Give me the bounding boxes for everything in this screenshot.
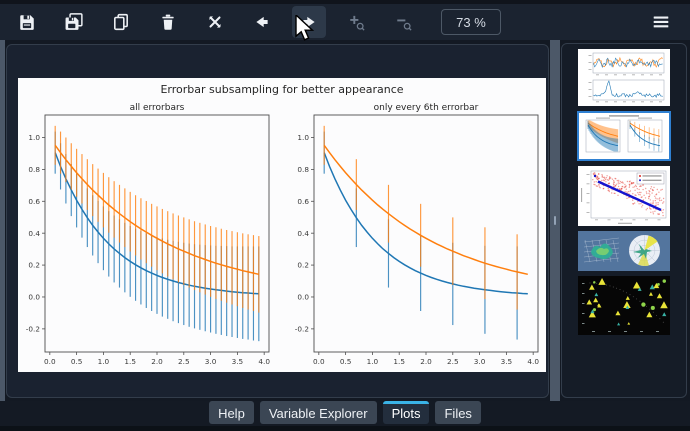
next-plot-button[interactable] xyxy=(292,6,326,38)
thumbnail-3-image xyxy=(578,166,670,226)
plots-toolbar: 73 % xyxy=(0,4,690,41)
bottom-tabbar: Help Variable Explorer Plots Files xyxy=(0,401,690,426)
copy-plot-button[interactable] xyxy=(104,6,138,38)
svg-text:1.0: 1.0 xyxy=(367,357,379,366)
svg-text:1.5: 1.5 xyxy=(393,357,405,366)
svg-text:1.0: 1.0 xyxy=(297,133,309,142)
window-top-edge xyxy=(0,0,690,4)
subplot-title-left: all errorbars xyxy=(129,103,185,113)
tab-plots[interactable]: Plots xyxy=(382,401,430,424)
svg-text:3.0: 3.0 xyxy=(474,357,486,366)
plot-thumbnail-3[interactable] xyxy=(578,166,670,226)
plot-thumbnail-1[interactable] xyxy=(578,49,670,106)
thumbnail-2-image xyxy=(580,114,668,158)
svg-text:-0.2: -0.2 xyxy=(295,324,309,333)
plot-thumbnail-2-selected[interactable] xyxy=(577,111,671,161)
errorbar-figure: 0.0 0.5 1.0 1.5 2.0 2.5 3.0 3.5 4.0 -0.2 0.0 0.2 0.4… xyxy=(26,114,539,366)
save-plot-button[interactable] xyxy=(10,6,44,38)
window-bottom-edge xyxy=(0,426,690,431)
svg-text:1.5: 1.5 xyxy=(124,357,136,366)
svg-text:2.0: 2.0 xyxy=(420,357,432,366)
zoom-level-value: 73 % xyxy=(456,14,486,30)
svg-text:0.5: 0.5 xyxy=(340,357,352,366)
tab-variable-explorer[interactable]: Variable Explorer xyxy=(259,401,377,424)
svg-text:0.6: 0.6 xyxy=(28,197,40,206)
zoom-out-button[interactable] xyxy=(386,6,420,38)
hamburger-menu-icon xyxy=(653,16,669,28)
svg-text:0.0: 0.0 xyxy=(313,357,325,366)
save-all-icon xyxy=(65,13,83,30)
zoom-out-icon xyxy=(397,19,412,31)
arrow-left-icon xyxy=(256,16,268,28)
svg-text:0.0: 0.0 xyxy=(44,357,56,366)
thumbnails-pane xyxy=(561,43,687,398)
previous-plot-button[interactable] xyxy=(245,6,279,38)
svg-text:0.0: 0.0 xyxy=(28,293,40,302)
zoom-in-button[interactable] xyxy=(339,6,373,38)
svg-text:1.0: 1.0 xyxy=(28,133,40,142)
svg-text:0.8: 0.8 xyxy=(297,165,309,174)
svg-text:3.5: 3.5 xyxy=(501,357,513,366)
svg-text:0.8: 0.8 xyxy=(28,165,40,174)
tab-help[interactable]: Help xyxy=(209,401,254,424)
close-all-icon xyxy=(209,16,221,28)
copy-icon xyxy=(114,13,128,31)
svg-text:2.5: 2.5 xyxy=(447,357,459,366)
figure-suptitle: Errorbar subsampling for better appearan… xyxy=(160,83,404,96)
svg-text:-0.2: -0.2 xyxy=(26,324,40,333)
options-menu-button[interactable] xyxy=(644,6,678,38)
pane-splitter-handle xyxy=(554,216,556,225)
save-icon xyxy=(20,15,34,30)
pane-splitter[interactable] xyxy=(549,40,561,401)
arrow-right-icon xyxy=(303,16,315,28)
save-all-plots-button[interactable] xyxy=(57,6,91,38)
subplot-title-right: only every 6th errorbar xyxy=(373,103,479,113)
zoom-in-icon xyxy=(350,15,365,31)
svg-text:4.0: 4.0 xyxy=(527,357,539,366)
left-pane-splitter[interactable] xyxy=(0,40,5,401)
svg-text:0.5: 0.5 xyxy=(71,357,83,366)
svg-text:2.0: 2.0 xyxy=(151,357,163,366)
svg-text:3.0: 3.0 xyxy=(205,357,217,366)
plot-viewer-pane: Errorbar subsampling for better appearan… xyxy=(6,44,549,398)
zoom-level-box[interactable]: 73 % xyxy=(441,9,501,35)
thumbnail-1-image xyxy=(578,49,670,106)
plot-thumbnail-4[interactable] xyxy=(578,231,670,271)
trash-icon xyxy=(162,14,174,30)
figure-canvas[interactable]: Errorbar subsampling for better appearan… xyxy=(18,78,546,372)
svg-text:2.5: 2.5 xyxy=(178,357,190,366)
svg-text:0.6: 0.6 xyxy=(297,197,309,206)
tab-files[interactable]: Files xyxy=(435,401,481,424)
plot-thumbnail-5[interactable] xyxy=(578,276,670,335)
svg-text:3.5: 3.5 xyxy=(232,357,244,366)
svg-text:4.0: 4.0 xyxy=(258,357,270,366)
svg-text:0.4: 0.4 xyxy=(28,229,40,238)
svg-text:0.4: 0.4 xyxy=(297,229,309,238)
thumbnail-4-image xyxy=(578,231,670,271)
remove-plot-button[interactable] xyxy=(151,6,185,38)
remove-all-plots-button[interactable] xyxy=(198,6,232,38)
plots-pane-content: Errorbar subsampling for better appearan… xyxy=(0,40,690,401)
svg-text:0.2: 0.2 xyxy=(28,261,40,270)
thumbnail-5-image xyxy=(578,276,670,335)
svg-text:1.0: 1.0 xyxy=(98,357,110,366)
svg-text:0.2: 0.2 xyxy=(297,261,309,270)
svg-text:0.0: 0.0 xyxy=(297,293,309,302)
